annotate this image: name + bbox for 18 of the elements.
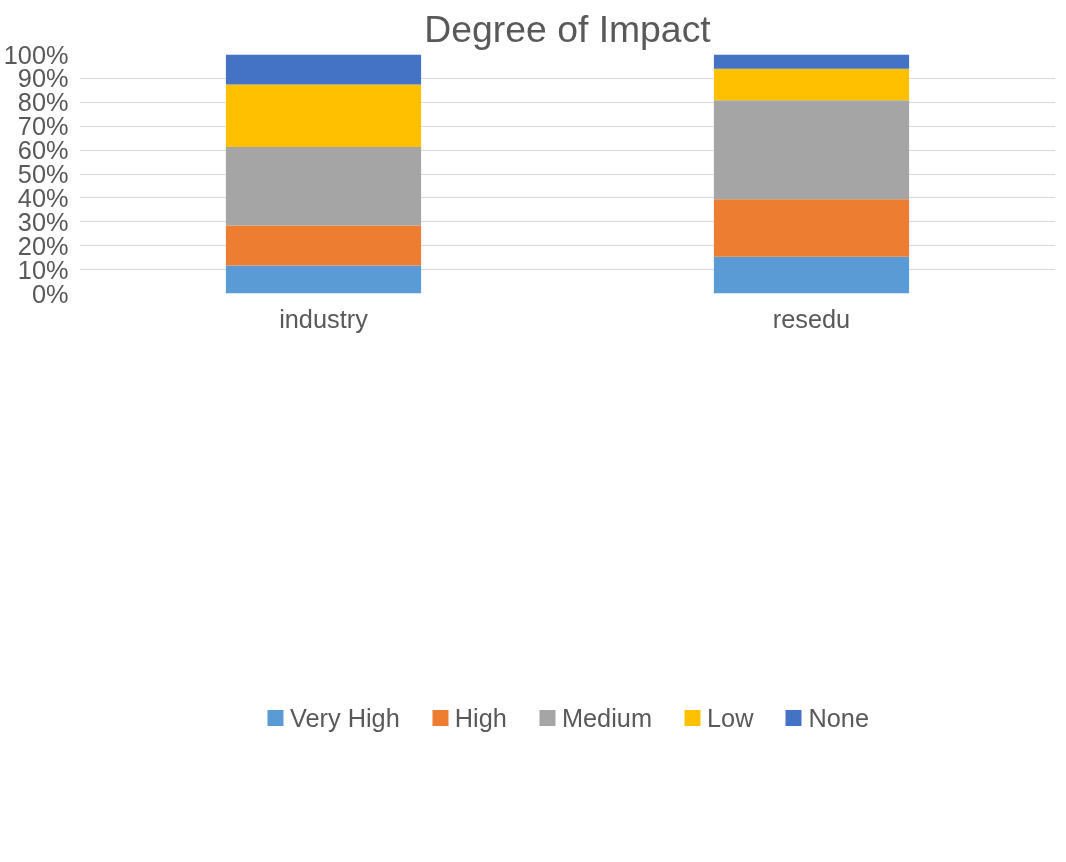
- legend-label: Medium: [561, 703, 652, 733]
- legend-label: Low: [706, 703, 754, 733]
- bar: [225, 54, 422, 85]
- legend-label: High: [454, 703, 507, 733]
- bar: [225, 265, 422, 294]
- bar: [225, 146, 422, 226]
- bar: [225, 84, 422, 147]
- legend-label: Very High: [289, 703, 400, 733]
- x-tick-label: resedu: [772, 304, 851, 333]
- bar: [713, 54, 910, 69]
- x-tick-label: industry: [279, 304, 369, 333]
- chart-title: Degree of Impact: [424, 7, 712, 50]
- legend-label: None: [808, 703, 870, 733]
- bar: [713, 68, 910, 101]
- bar: [713, 256, 910, 294]
- bar: [713, 199, 910, 257]
- bar: [225, 225, 422, 266]
- bar: [713, 100, 910, 200]
